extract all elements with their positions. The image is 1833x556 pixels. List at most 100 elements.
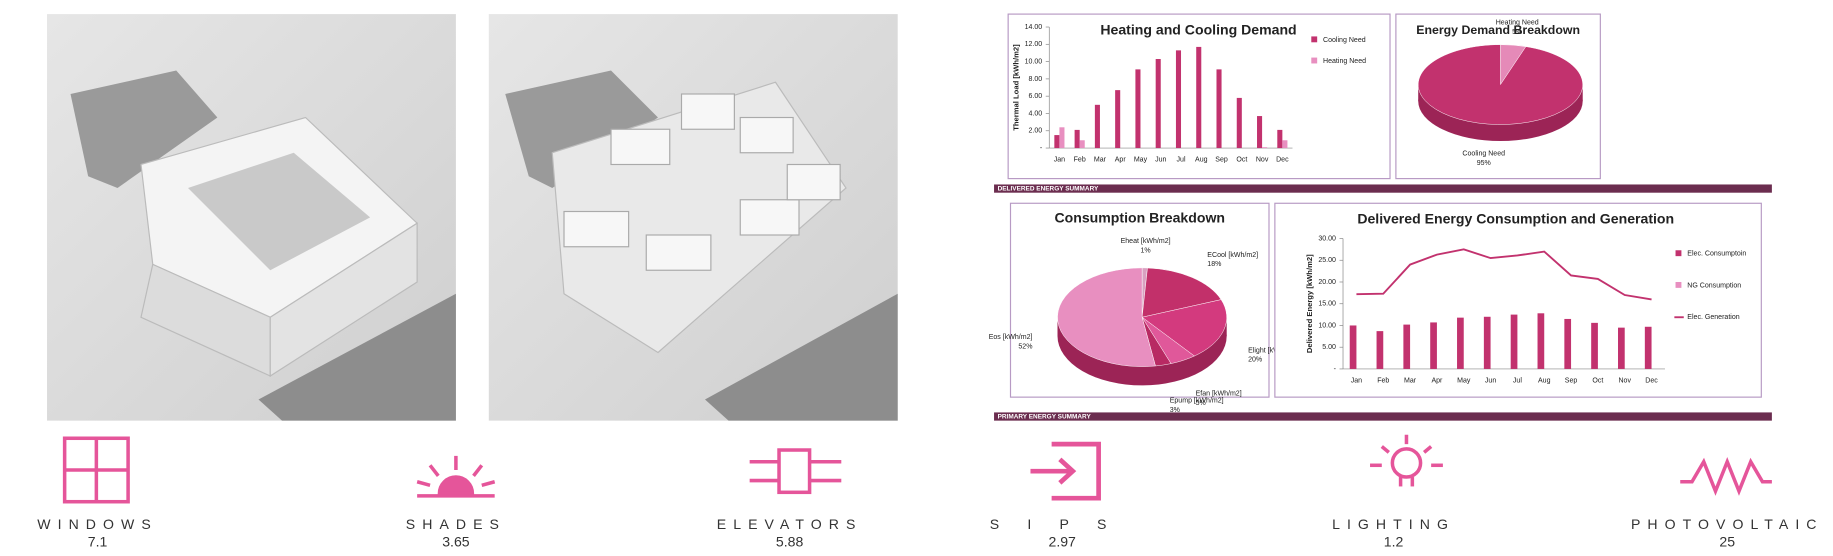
slice-value: 3% [1170, 407, 1180, 414]
bar [1257, 116, 1263, 149]
bar [1564, 318, 1572, 369]
x-tick-label: Feb [1377, 378, 1389, 385]
y-tick-label: 30.00 [1318, 235, 1336, 242]
slice-value: 1% [1140, 247, 1150, 254]
x-tick-label: Jul [1513, 378, 1522, 385]
bar [1618, 327, 1625, 369]
x-tick-label: May [1457, 378, 1471, 385]
legend-label: Elec. Generation [1687, 314, 1739, 321]
icon-value: 5.88 [776, 534, 804, 550]
icon-label: LIGHTING [1332, 516, 1455, 532]
slice-label: Eheat [kWh/m2] [1121, 238, 1171, 245]
bar [1591, 322, 1598, 369]
x-tick-label: Dec [1276, 157, 1289, 164]
x-tick-label: Nov [1256, 157, 1269, 164]
icon-sips [1030, 441, 1101, 501]
x-tick-label: Jan [1351, 378, 1362, 385]
slice-label: Efan [kWh/m2] [1196, 391, 1242, 398]
bar [1155, 59, 1161, 149]
bar [1277, 129, 1283, 149]
y-axis-label: Delivered Energy [kWh/m2] [1305, 254, 1314, 353]
icon-label: WINDOWS [37, 516, 158, 532]
y-tick-label: 20.00 [1318, 279, 1336, 286]
legend-label: Heating Need [1323, 58, 1366, 65]
x-tick-label: Jan [1054, 157, 1065, 164]
slice-value: 52% [1018, 343, 1032, 350]
icon-label: SHADES [406, 516, 506, 532]
y-axis-label: Thermal Load [kWh/m2] [1011, 44, 1020, 131]
y-tick-label: 14.00 [1025, 24, 1043, 31]
slice-value: 95% [1477, 160, 1491, 167]
icon-label: ELEVATORS [717, 516, 863, 532]
y-tick-label: 2.00 [1029, 128, 1043, 135]
legend-swatch [1675, 281, 1682, 288]
x-tick-label: Oct [1236, 157, 1247, 164]
x-tick-label: Feb [1074, 157, 1086, 164]
icon-elevators [749, 448, 842, 495]
bar [1079, 140, 1085, 149]
legend-label: Cooling Need [1323, 37, 1366, 44]
slice-label: Elight [kWh/m2] [1248, 347, 1297, 354]
x-tick-label: Aug [1195, 157, 1208, 164]
bar [1115, 90, 1121, 149]
slice-value: 5% [1512, 29, 1522, 36]
legend-label: NG Consumption [1687, 282, 1741, 289]
x-tick-label: Jun [1485, 378, 1496, 385]
x-tick-label: Jul [1177, 157, 1186, 164]
y-tick-label: 5.00 [1322, 344, 1336, 351]
legend-swatch [1311, 57, 1318, 64]
bar [1054, 135, 1060, 149]
bar [1074, 129, 1080, 149]
line [1356, 248, 1652, 301]
y-tick-label: 15.00 [1318, 301, 1336, 308]
y-tick-label: 8.00 [1029, 76, 1043, 83]
y-tick-label: 10.00 [1318, 322, 1336, 329]
banner-label: PRIMARY ENERGY SUMMARY [998, 414, 1092, 421]
photo-model-2 [488, 14, 898, 421]
slice-label: Epump [kWh/m2] [1170, 397, 1224, 404]
slice-label: Eos [kWh/m2] [989, 334, 1033, 341]
icon-windows [62, 436, 130, 504]
bar [1349, 325, 1357, 369]
pie-slice [1141, 299, 1227, 357]
y-tick-label: 12.00 [1025, 41, 1043, 48]
icon-photovoltaic [1680, 457, 1772, 496]
bar [1282, 140, 1288, 149]
bar [1196, 46, 1202, 149]
pie-slice [1417, 44, 1583, 125]
x-tick-label: Sep [1215, 157, 1228, 164]
bar [1644, 326, 1652, 369]
bar [1403, 324, 1411, 369]
x-tick-label: Apr [1431, 378, 1443, 385]
x-tick-label: Mar [1404, 378, 1417, 385]
slice-value: 20% [1248, 357, 1262, 364]
bar [1059, 127, 1065, 149]
photo-model-1 [47, 14, 456, 421]
slice-label: Cooling Need [1462, 150, 1505, 157]
x-tick-label: May [1134, 157, 1148, 164]
legend-label: Elec. Consumptoin [1687, 251, 1746, 258]
pie-slice [1141, 267, 1222, 318]
legend-swatch [1675, 250, 1682, 257]
section-banner [994, 412, 1772, 421]
legend-swatch [1311, 36, 1318, 43]
bar [1483, 316, 1491, 369]
slice-label: ECool [kWh/m2] [1207, 252, 1258, 259]
icon-label: SIPS [990, 516, 1135, 532]
x-tick-label: Jun [1155, 157, 1166, 164]
y-tick-label: 25.00 [1318, 257, 1336, 264]
bar [1216, 69, 1222, 149]
bar [1537, 313, 1545, 369]
icon-label: PHOTOVOLTAIC [1631, 516, 1824, 532]
slice-label: Heating Need [1496, 20, 1539, 27]
x-tick-label: Nov [1618, 378, 1631, 385]
chart-title: Energy Demand Breakdown [1416, 23, 1580, 37]
bar [1175, 50, 1182, 149]
y-tick-label: - [1334, 366, 1337, 373]
bar [1262, 147, 1268, 149]
bar [1457, 317, 1464, 369]
bar [1135, 69, 1141, 149]
chart-title: Heating and Cooling Demand [1100, 21, 1296, 37]
icon-lighting [1370, 434, 1443, 487]
